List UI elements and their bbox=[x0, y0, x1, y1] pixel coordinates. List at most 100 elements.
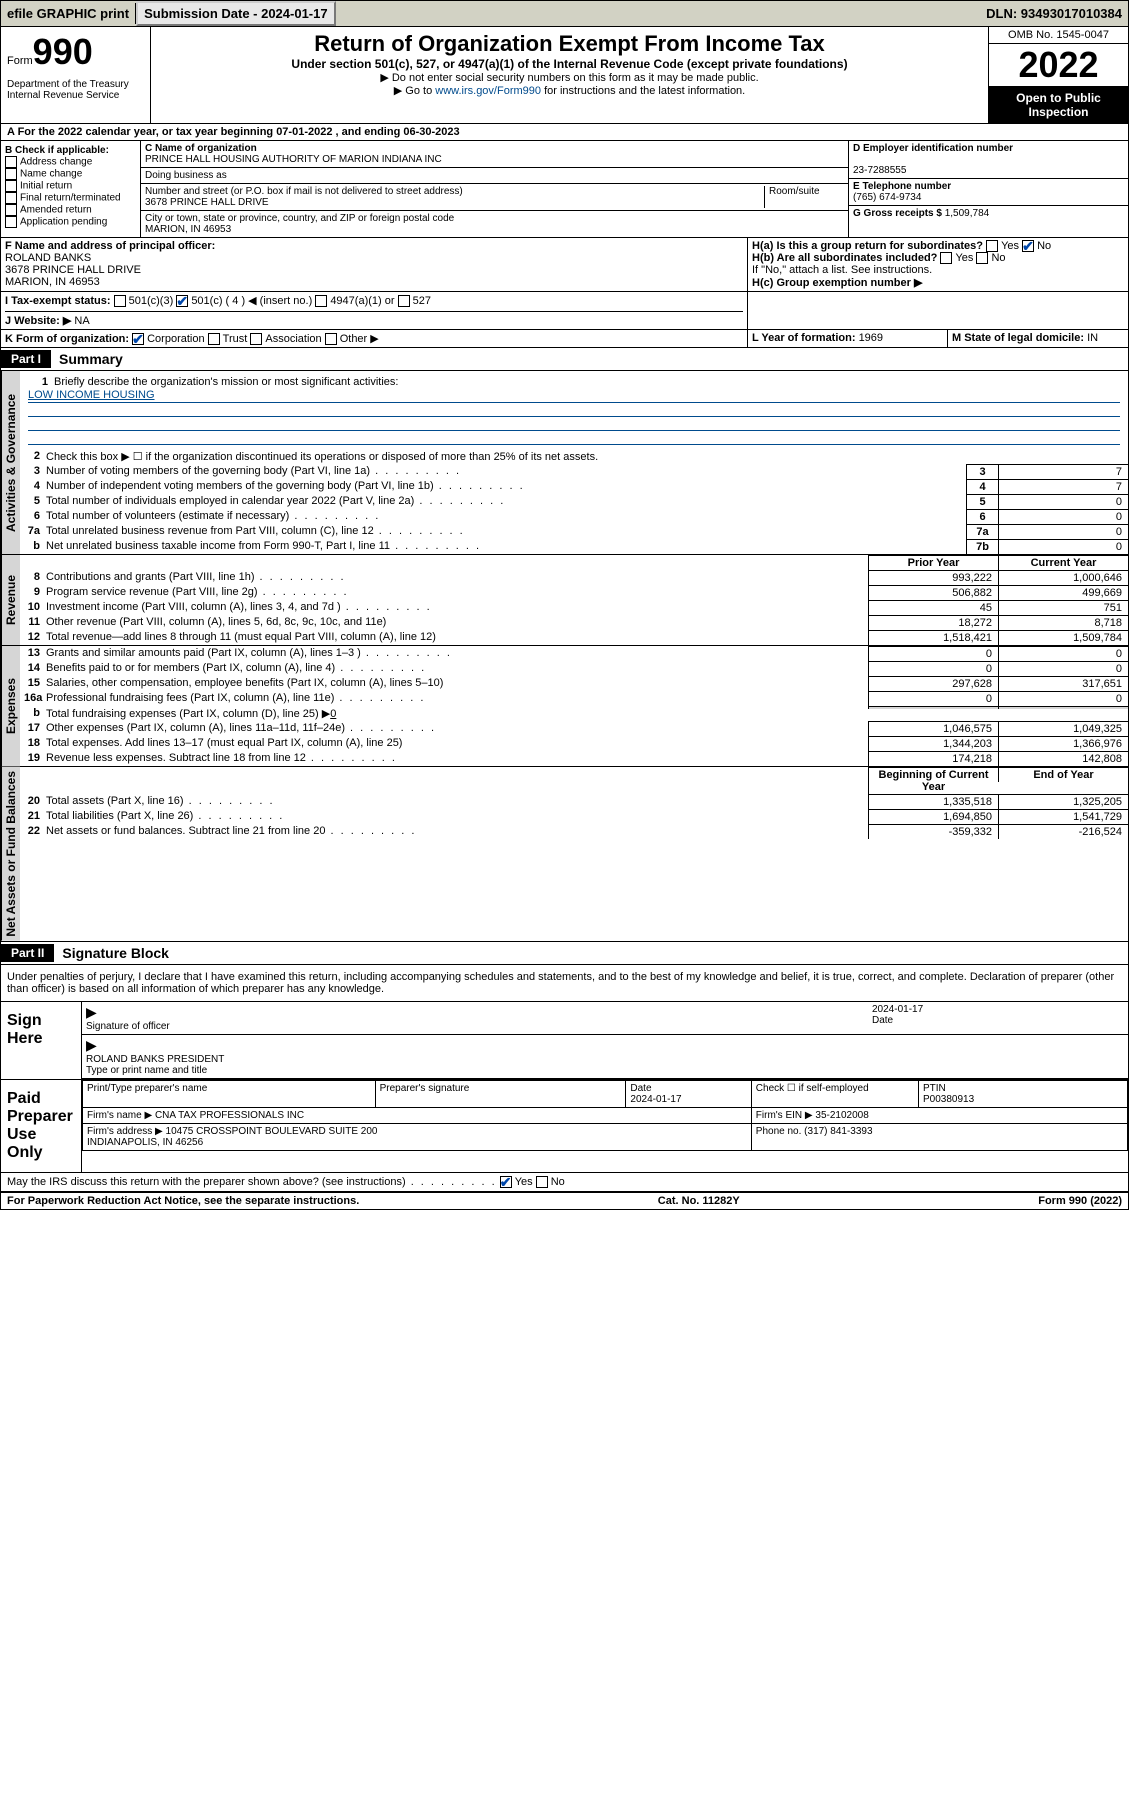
org-address: 3678 PRINCE HALL DRIVE bbox=[145, 197, 269, 208]
cb-4947[interactable] bbox=[315, 295, 327, 307]
ha-no[interactable] bbox=[1022, 240, 1034, 252]
firm-name-cell: Firm's name ▶ CNA TAX PROFESSIONALS INC bbox=[83, 1107, 752, 1123]
b-header: B Check if applicable: bbox=[5, 145, 136, 156]
firm-ein-cell: Firm's EIN ▶ 35-2102008 bbox=[751, 1107, 1127, 1123]
p9: 506,882 bbox=[868, 585, 998, 600]
cb-501c3[interactable] bbox=[114, 295, 126, 307]
val-6: 0 bbox=[998, 509, 1128, 524]
prep-ptin: PTINP00380913 bbox=[918, 1080, 1127, 1107]
department: Department of the Treasury Internal Reve… bbox=[7, 73, 144, 101]
block-bcd: B Check if applicable: Address change Na… bbox=[1, 141, 1128, 238]
gross-cell: G Gross receipts $ 1,509,784 bbox=[849, 206, 1128, 221]
irs-link[interactable]: www.irs.gov/Form990 bbox=[435, 85, 541, 97]
p18: 1,344,203 bbox=[868, 736, 998, 751]
p19: 174,218 bbox=[868, 751, 998, 766]
c8: 1,000,646 bbox=[998, 570, 1128, 585]
column-d-ein: D Employer identification number 23-7288… bbox=[848, 141, 1128, 237]
mission-text: LOW INCOME HOUSING bbox=[28, 389, 1120, 403]
cb-other[interactable] bbox=[325, 333, 337, 345]
room-suite: Room/suite bbox=[764, 186, 844, 208]
state-domicile: M State of legal domicile: IN bbox=[948, 330, 1128, 347]
cb-527[interactable] bbox=[398, 295, 410, 307]
p21: 1,694,850 bbox=[868, 809, 998, 824]
part1-label: Part I bbox=[1, 350, 51, 368]
gross-value: 1,509,784 bbox=[945, 208, 990, 219]
cb-application-pending[interactable]: Application pending bbox=[5, 216, 136, 228]
row-a-tax-year: A For the 2022 calendar year, or tax yea… bbox=[1, 124, 1128, 141]
cb-assoc[interactable] bbox=[250, 333, 262, 345]
mission-box: 1Briefly describe the organization's mis… bbox=[20, 371, 1128, 449]
tax-year: 2022 bbox=[989, 44, 1128, 87]
tax-exempt-status: I Tax-exempt status: 501(c)(3) 501(c) ( … bbox=[1, 292, 748, 329]
row-klm: K Form of organization: Corporation Trus… bbox=[1, 330, 1128, 348]
c10: 751 bbox=[998, 600, 1128, 615]
prep-self-emp: Check ☐ if self-employed bbox=[751, 1080, 918, 1107]
cb-corp[interactable] bbox=[132, 333, 144, 345]
c20: 1,325,205 bbox=[998, 794, 1128, 809]
hdr-prior: Prior Year bbox=[868, 555, 998, 570]
val-7b: 0 bbox=[998, 539, 1128, 554]
website-row: J Website: ▶ NA bbox=[5, 311, 743, 327]
form-of-org: K Form of organization: Corporation Trus… bbox=[1, 330, 748, 347]
paid-preparer-row: Paid Preparer Use Only Print/Type prepar… bbox=[1, 1080, 1128, 1173]
phone-value: (765) 674-9734 bbox=[853, 192, 921, 203]
vert-governance: Activities & Governance bbox=[1, 371, 20, 554]
c22: -216,524 bbox=[998, 824, 1128, 839]
note-ssn: ▶ Do not enter social security numbers o… bbox=[155, 71, 984, 84]
paid-preparer-label: Paid Preparer Use Only bbox=[1, 1080, 81, 1172]
hb-yes[interactable] bbox=[940, 252, 952, 264]
ha-yes[interactable] bbox=[986, 240, 998, 252]
cb-address-change[interactable]: Address change bbox=[5, 156, 136, 168]
c17: 1,049,325 bbox=[998, 721, 1128, 736]
c15: 317,651 bbox=[998, 676, 1128, 691]
firm-phone-cell: Phone no. (317) 841-3393 bbox=[751, 1123, 1127, 1150]
val-3: 7 bbox=[998, 464, 1128, 479]
val-4: 7 bbox=[998, 479, 1128, 494]
part2-header: Part II Signature Block bbox=[1, 942, 1128, 965]
section-revenue: Revenue Prior YearCurrent Year 8Contribu… bbox=[1, 555, 1128, 646]
form-number-box: Form990 Department of the Treasury Inter… bbox=[1, 27, 151, 123]
row-ij: I Tax-exempt status: 501(c)(3) 501(c) ( … bbox=[1, 292, 1128, 330]
c16a: 0 bbox=[998, 691, 1128, 706]
city-cell: City or town, state or province, country… bbox=[141, 211, 848, 237]
form-title: Return of Organization Exempt From Incom… bbox=[155, 31, 984, 57]
cb-trust[interactable] bbox=[208, 333, 220, 345]
form-header: Form990 Department of the Treasury Inter… bbox=[1, 27, 1128, 124]
submission-date-button[interactable]: Submission Date - 2024-01-17 bbox=[136, 1, 336, 26]
discuss-yes[interactable] bbox=[500, 1176, 512, 1188]
p20: 1,335,518 bbox=[868, 794, 998, 809]
cb-final-return[interactable]: Final return/terminated bbox=[5, 192, 136, 204]
firm-addr-cell: Firm's address ▶ 10475 CROSSPOINT BOULEV… bbox=[83, 1123, 752, 1150]
hdr-end: End of Year bbox=[998, 767, 1128, 782]
form-ref: Form 990 (2022) bbox=[1038, 1195, 1122, 1207]
cb-name-change[interactable]: Name change bbox=[5, 168, 136, 180]
cb-501c[interactable] bbox=[176, 295, 188, 307]
part1-header: Part I Summary bbox=[1, 348, 1128, 371]
dba-cell: Doing business as bbox=[141, 168, 848, 184]
omb-number: OMB No. 1545-0047 bbox=[989, 27, 1128, 44]
p10: 45 bbox=[868, 600, 998, 615]
cb-amended[interactable]: Amended return bbox=[5, 204, 136, 216]
p12: 1,518,421 bbox=[868, 630, 998, 645]
ein-value: 23-7288555 bbox=[853, 165, 906, 176]
address-cell: Number and street (or P.O. box if mail i… bbox=[141, 184, 848, 211]
column-b-checkboxes: B Check if applicable: Address change Na… bbox=[1, 141, 141, 237]
form-subtitle: Under section 501(c), 527, or 4947(a)(1)… bbox=[155, 57, 984, 71]
p17: 1,046,575 bbox=[868, 721, 998, 736]
officer-name-title: ▶ROLAND BANKS PRESIDENTType or print nam… bbox=[82, 1035, 1128, 1079]
discuss-no[interactable] bbox=[536, 1176, 548, 1188]
dln-label: DLN: 93493017010384 bbox=[980, 3, 1128, 24]
fundraising-exp: 0 bbox=[330, 708, 336, 720]
note-link: ▶ Go to www.irs.gov/Form990 for instruct… bbox=[155, 84, 984, 97]
c14: 0 bbox=[998, 661, 1128, 676]
vert-revenue: Revenue bbox=[1, 555, 20, 645]
org-name: PRINCE HALL HOUSING AUTHORITY OF MARION … bbox=[145, 154, 442, 165]
sign-here-row: Sign Here ▶Signature of officer 2024-01-… bbox=[1, 1002, 1128, 1080]
c11: 8,718 bbox=[998, 615, 1128, 630]
sign-here-label: Sign Here bbox=[1, 1002, 81, 1079]
org-name-cell: C Name of organization PRINCE HALL HOUSI… bbox=[141, 141, 848, 168]
officer-name: ROLAND BANKS bbox=[5, 252, 91, 264]
cb-initial-return[interactable]: Initial return bbox=[5, 180, 136, 192]
hb-no[interactable] bbox=[976, 252, 988, 264]
year-formation: L Year of formation: 1969 bbox=[748, 330, 948, 347]
